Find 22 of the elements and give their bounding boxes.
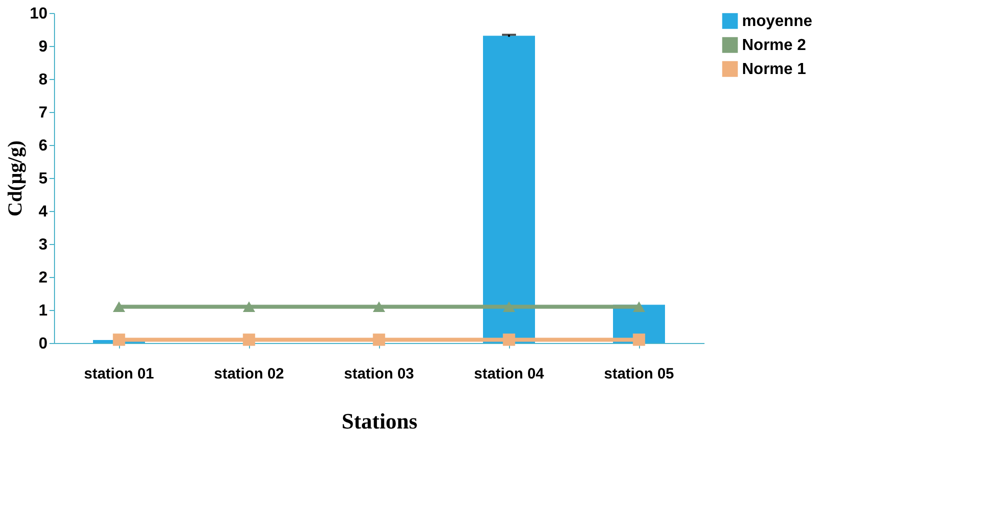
x-axis-title: Stations bbox=[342, 408, 418, 434]
y-tick-label: 2 bbox=[38, 270, 48, 286]
legend-label: moyenne bbox=[742, 13, 812, 30]
y-tick-label: 9 bbox=[38, 38, 48, 56]
bar bbox=[483, 36, 535, 343]
x-tick-label: station 05 bbox=[604, 366, 674, 382]
legend-label: Norme 1 bbox=[742, 61, 806, 78]
x-tick-label: station 01 bbox=[84, 366, 154, 382]
x-tick-label: station 03 bbox=[344, 366, 414, 382]
y-tick-label: 3 bbox=[38, 236, 48, 254]
y-axis-title: Cd(µg/g) bbox=[4, 140, 27, 216]
y-tick-label: 4 bbox=[38, 204, 48, 220]
y-tick-label: 1 bbox=[38, 302, 48, 320]
y-tick-label: 7 bbox=[38, 104, 48, 122]
x-tick-label: station 02 bbox=[214, 366, 284, 382]
y-tick-label: 10 bbox=[30, 6, 48, 22]
y-tick-label: 5 bbox=[38, 170, 48, 188]
x-tick-label: station 04 bbox=[474, 366, 545, 382]
y-tick-label: 8 bbox=[38, 72, 48, 88]
y-tick-label: 6 bbox=[38, 138, 48, 154]
legend-label: Norme 2 bbox=[742, 37, 806, 54]
y-tick-label: 0 bbox=[38, 336, 48, 352]
